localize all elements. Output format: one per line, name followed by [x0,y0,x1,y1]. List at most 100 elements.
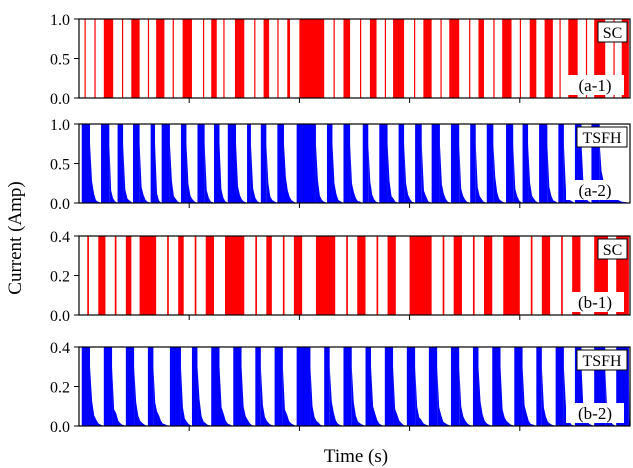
tsfh-pulse [147,347,154,426]
y-tick-label: 0.0 [50,91,70,108]
tsfh-decay [90,143,100,203]
sc-pulse [234,19,245,98]
tsfh-decay [283,143,296,203]
sc-pulse [442,236,445,315]
sc-pulse [87,236,89,315]
tsfh-pulse [296,347,311,426]
tsfh-decay [500,366,513,426]
tsfh-decay [134,366,147,426]
y-tick-label: 0.4 [50,340,70,357]
tsfh-pulse [233,347,242,426]
tsfh-pulse [555,347,564,426]
tsfh-pulse [591,124,600,203]
tsfh-decay [123,143,133,203]
sc-pulse [98,236,106,315]
sc-pulse [114,236,117,315]
sc-pulse [502,19,512,98]
panel-label-bg [566,75,624,95]
tsfh-decay [415,366,428,426]
tsfh-pulse [197,124,205,203]
tsfh-decay [493,143,505,203]
tsfh-decay [404,143,415,203]
tsfh-decay [219,366,232,426]
sc-pulse [211,19,217,98]
tsfh-pulse [514,347,523,426]
sc-pulse [369,19,377,98]
legend-box [576,126,628,148]
y-tick-label: 1.0 [50,117,70,134]
sc-pulse [360,19,362,98]
tsfh-pulse [191,347,198,426]
tsfh-decay [351,366,365,426]
y-axis-label: Current (Amp) [5,181,26,294]
sc-pulse [277,19,279,98]
sc-pulse [478,19,484,98]
sc-pulse [357,236,366,315]
panel-label-bg [566,180,624,200]
tsfh-decay [478,366,491,426]
sc-pulse [572,236,581,315]
sc-pulse [530,236,533,315]
tsfh-decay [368,143,379,203]
tsfh-pulse [125,347,135,426]
sc-pulse [472,236,475,315]
tsfh-decay [310,366,323,426]
tsfh-pulse [406,347,416,426]
tsfh-decay [315,143,326,203]
tsfh-pulse [214,124,220,203]
tsfh-decay [250,143,260,203]
tsfh-decay [475,143,486,203]
sc-pulse [84,19,86,98]
tsfh-decay [155,143,161,203]
sc-pulse [254,19,256,98]
tsfh-decay [522,366,535,426]
sc-pulse [585,19,588,98]
sc-pulse [453,236,462,315]
tsfh-decay [371,366,384,426]
sc-pulse [483,236,493,315]
sc-pulse [223,19,225,98]
y-tick-label: 0.0 [50,196,70,213]
tsfh-pulse [133,124,140,203]
tsfh-pulse [324,347,330,426]
tsfh-decay [153,366,169,426]
tsfh-decay [563,143,574,203]
panel-label: (a-1) [578,76,611,95]
tsfh-decay [437,366,450,426]
y-tick-label: 0.2 [50,380,70,397]
tsfh-decay [90,366,103,426]
tsfh-pulse [522,124,529,203]
tsfh-decay [459,366,472,426]
sc-pulse [125,236,132,315]
tsfh-decay [219,143,227,203]
tsfh-pulse [431,124,440,203]
sc-pulse [544,19,553,98]
sc-pulse [469,19,471,98]
sc-pulse [282,236,285,315]
legend-label: SC [603,242,623,259]
tsfh-decay [513,143,522,203]
sc-pulse [178,236,184,315]
panel-1: 0.0 0.5 1.0 SC (a-1) [50,12,631,108]
sc-pulse [172,19,174,98]
tsfh-pulse [169,347,181,426]
tsfh-pulse [450,347,460,426]
sc-pulse [287,19,291,98]
tsfh-decay [459,143,470,203]
tsfh-decay [204,143,214,203]
tsfh-decay [393,366,406,426]
tsfh-pulse [594,347,606,426]
legend-box [597,21,628,43]
tsfh-decay [282,366,296,426]
tsfh-pulse [274,347,283,426]
sc-pulse [263,19,270,98]
tsfh-decay [186,143,197,203]
tsfh-pulse [103,347,113,426]
tsfh-pulse [343,347,352,426]
panel-label-bg [566,403,624,423]
tsfh-decay [329,366,343,426]
tsfh-pulse [343,124,351,203]
sc-pulse [409,236,432,315]
legend-label: TSFH [582,353,622,370]
legend-box [597,238,628,260]
